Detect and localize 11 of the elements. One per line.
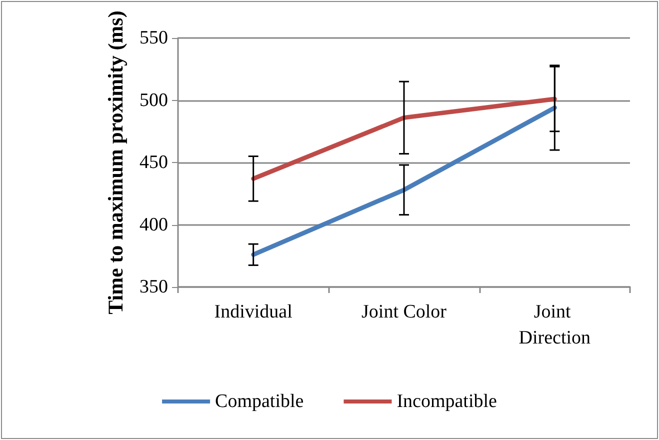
- x-tick-label: Joint Direction: [518, 302, 592, 348]
- y-tick-label: 350: [140, 276, 168, 298]
- x-tick-label: Joint Color: [362, 302, 448, 322]
- legend-label: Compatible: [215, 391, 304, 412]
- y-axis-title: Time to maximum proximity (ms): [104, 10, 128, 314]
- x-tick-label: Individual: [214, 302, 292, 322]
- y-tick-label: 500: [140, 90, 168, 111]
- y-tick-label: 450: [140, 152, 168, 173]
- y-tick-label: 400: [140, 214, 168, 236]
- y-tick-label: 550: [140, 28, 168, 48]
- legend-label: Incompatible: [396, 391, 497, 412]
